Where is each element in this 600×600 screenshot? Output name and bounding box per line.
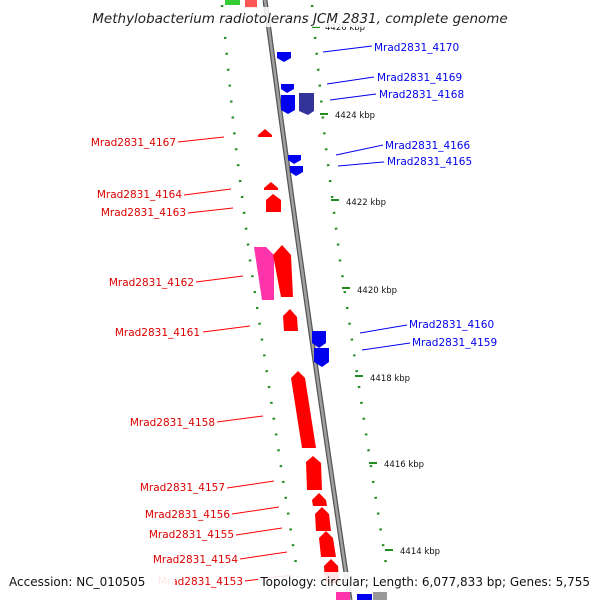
forward-genes xyxy=(254,129,350,600)
right-dotted-track xyxy=(310,4,392,591)
gene-shape-4157[interactable] xyxy=(306,456,322,490)
gene-label-4165[interactable]: Mrad2831_4165 xyxy=(387,156,472,168)
gene-shape-bottom-blue xyxy=(357,594,372,600)
gene-label-4160[interactable]: Mrad2831_4160 xyxy=(409,319,494,331)
gene-shape-4170[interactable] xyxy=(277,52,291,62)
gene-shape-4154[interactable] xyxy=(319,531,336,557)
connector-4157 xyxy=(226,480,275,489)
gene-label-4155[interactable]: Mrad2831_4155 xyxy=(149,529,234,541)
page-title: Methylobacterium radiotolerans JCM 2831,… xyxy=(92,11,507,27)
gene-label-4162[interactable]: Mrad2831_4162 xyxy=(109,277,194,289)
gene-shape-4164[interactable] xyxy=(264,182,278,190)
top-red-block xyxy=(245,0,257,8)
connector-4155 xyxy=(235,527,283,536)
gene-shape-4167[interactable] xyxy=(258,129,272,137)
connectors xyxy=(177,45,411,582)
gene-shape-4168b[interactable] xyxy=(299,93,314,115)
ruler-label: 4424 kbp xyxy=(335,111,375,121)
gene-label-4164[interactable]: Mrad2831_4164 xyxy=(97,189,182,201)
gene-shape-4169[interactable] xyxy=(281,84,294,93)
accession-text: Accession: NC_010505 xyxy=(9,575,145,589)
reverse-genes xyxy=(277,52,387,600)
gene-shape-4155[interactable] xyxy=(315,507,331,531)
ruler-label: 4420 kbp xyxy=(357,286,397,296)
gene-label-4159[interactable]: Mrad2831_4159 xyxy=(412,337,497,349)
connector-4170 xyxy=(322,45,373,53)
top-green-block xyxy=(225,0,240,5)
connector-4161 xyxy=(202,325,251,333)
gene-label-4168[interactable]: Mrad2831_4168 xyxy=(379,89,464,101)
gene-label-4166[interactable]: Mrad2831_4166 xyxy=(385,140,470,152)
gene-label-4161[interactable]: Mrad2831_4161 xyxy=(115,327,200,339)
gene-label-4167[interactable]: Mrad2831_4167 xyxy=(91,137,176,149)
connector-4168 xyxy=(329,93,377,101)
gene-label-4169[interactable]: Mrad2831_4169 xyxy=(377,72,462,84)
gene-shape-4159[interactable] xyxy=(314,348,329,367)
connector-4169 xyxy=(326,76,375,85)
connector-4163 xyxy=(187,207,234,214)
left-dotted-track xyxy=(220,4,302,591)
gene-shape-4166[interactable] xyxy=(288,155,301,164)
gene-label-4156[interactable]: Mrad2831_4156 xyxy=(145,509,230,521)
summary-text: Topology: circular; Length: 6,077,833 bp… xyxy=(259,575,590,589)
connector-4167 xyxy=(177,136,225,143)
connector-4162 xyxy=(195,275,244,283)
connector-4159 xyxy=(361,342,411,351)
ruler-label: 4416 kbp xyxy=(384,460,424,470)
ruler-label: 4426 kbp xyxy=(325,23,365,33)
ruler-label: 4414 kbp xyxy=(400,547,440,557)
gene-shape-bottom-pink xyxy=(336,592,350,600)
forward-labels: Mrad2831_4167 Mrad2831_4164 Mrad2831_416… xyxy=(91,137,243,588)
gene-shape-4163[interactable] xyxy=(266,194,281,212)
gene-shape-4162-pseudo[interactable] xyxy=(254,247,274,300)
gene-shape-bottom-grey xyxy=(373,592,387,600)
gene-label-4170[interactable]: Mrad2831_4170 xyxy=(374,42,459,54)
gene-shape-4156[interactable] xyxy=(312,493,327,506)
gene-shape-4160[interactable] xyxy=(312,331,326,348)
connector-4160 xyxy=(359,324,408,334)
gene-shape-4162[interactable] xyxy=(273,245,293,297)
gene-shape-4158[interactable] xyxy=(291,371,316,448)
ruler-label: 4422 kbp xyxy=(346,198,386,208)
connector-4164 xyxy=(183,188,232,196)
footer-backdrop-right xyxy=(258,572,596,592)
title-backdrop xyxy=(85,7,515,27)
gene-label-4154[interactable]: Mrad2831_4154 xyxy=(153,554,238,566)
genome-backbone-highlight xyxy=(263,0,352,600)
ruler: 4426 kbp 4424 kbp 4422 kbp 4420 kbp 4418… xyxy=(312,23,440,557)
connector-4156 xyxy=(231,506,280,515)
connector-4154 xyxy=(239,551,288,560)
reverse-labels: Mrad2831_4170 Mrad2831_4169 Mrad2831_416… xyxy=(374,42,497,349)
tick-tracks xyxy=(220,4,392,591)
gene-shape-4165[interactable] xyxy=(290,166,303,176)
gene-label-4153[interactable]: Mrad2831_4153 xyxy=(158,576,243,588)
connector-4158 xyxy=(216,415,264,423)
gene-label-4163[interactable]: Mrad2831_4163 xyxy=(101,207,186,219)
connector-4165 xyxy=(337,161,385,167)
gene-shape-4161[interactable] xyxy=(283,309,298,331)
gene-label-4157[interactable]: Mrad2831_4157 xyxy=(140,482,225,494)
connector-4166 xyxy=(335,144,384,156)
gene-label-4158[interactable]: Mrad2831_4158 xyxy=(130,417,215,429)
footer-backdrop-left xyxy=(5,572,175,592)
gene-shape-4168a[interactable] xyxy=(281,95,295,114)
ruler-label: 4418 kbp xyxy=(370,374,410,384)
